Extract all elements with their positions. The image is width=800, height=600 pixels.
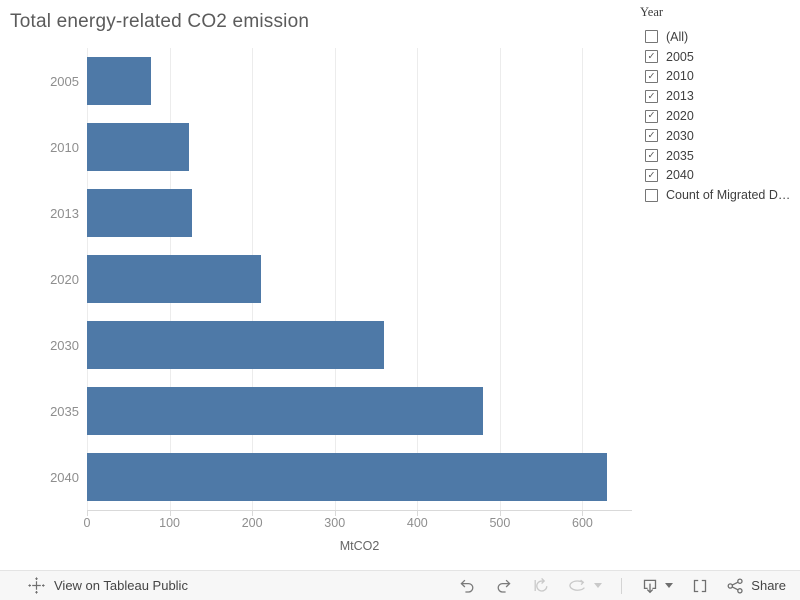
checkbox-2010[interactable]: ✓: [645, 69, 658, 83]
filter-label-2010[interactable]: 2010: [666, 69, 694, 84]
undo-icon: [458, 578, 476, 593]
y-axis-label-2035: 2035: [50, 403, 79, 419]
view-on-tableau-public-link[interactable]: View on Tableau Public: [28, 577, 188, 594]
filter-item-all[interactable]: (All): [640, 27, 796, 47]
x-tick-label-500: 500: [489, 516, 511, 530]
y-axis-label-2005: 2005: [50, 73, 79, 89]
undo-button[interactable]: [458, 575, 476, 597]
refresh-button[interactable]: [568, 575, 603, 597]
bar-2030[interactable]: [87, 321, 385, 369]
x-tick-label-0: 0: [83, 516, 91, 530]
filter-label-2035[interactable]: 2035: [666, 148, 694, 163]
redo-button[interactable]: [495, 575, 513, 597]
bar-2035[interactable]: [87, 387, 483, 435]
share-icon: [727, 577, 744, 594]
y-axis-label-2030: 2030: [50, 337, 79, 353]
filter-item-2020[interactable]: ✓ 2020: [640, 106, 796, 126]
toolbar-actions: Share: [439, 575, 786, 597]
toolbar-separator: [621, 577, 623, 594]
filter-label-2040[interactable]: 2040: [666, 168, 694, 183]
x-axis-title: MtCO2: [339, 539, 380, 553]
filter-item-count-of-migrated-da[interactable]: Count of Migrated Da...: [640, 185, 796, 205]
filter-item-2013[interactable]: ✓ 2013: [640, 86, 796, 106]
gridline-500: [499, 48, 501, 510]
filter-item-2030[interactable]: ✓ 2030: [640, 126, 796, 146]
replay-button[interactable]: [532, 575, 549, 597]
filter-label-2020[interactable]: 2020: [666, 109, 694, 124]
bar-2010[interactable]: [87, 123, 189, 171]
download-button[interactable]: [641, 575, 674, 597]
checkbox-2013[interactable]: ✓: [645, 89, 658, 103]
replay-icon: [532, 578, 549, 593]
refresh-caret-icon: [594, 583, 603, 588]
refresh-icon: [568, 579, 588, 592]
filter-label-all[interactable]: (All): [666, 29, 689, 44]
filter-item-2010[interactable]: ✓ 2010: [640, 67, 796, 87]
checkbox-all[interactable]: [645, 30, 658, 44]
bar-2020[interactable]: [87, 255, 262, 303]
x-tickmark-600: [582, 511, 584, 516]
x-tick-label-100: 100: [159, 516, 180, 530]
bar-2040[interactable]: [87, 453, 608, 501]
bar-2013[interactable]: [87, 189, 192, 237]
download-icon: [641, 577, 659, 594]
fullscreen-icon: [692, 578, 708, 594]
filter-label-2013[interactable]: 2013: [666, 89, 694, 104]
filter-label-2030[interactable]: 2030: [666, 128, 694, 143]
x-tick-label-200: 200: [241, 516, 263, 530]
x-tick-label-400: 400: [406, 516, 428, 530]
tableau-logo-icon: [28, 577, 45, 594]
checkbox-2005[interactable]: ✓: [645, 50, 658, 64]
y-axis-label-2013: 2013: [50, 205, 79, 221]
checkbox-count-of-migrated-da[interactable]: [645, 188, 658, 202]
view-on-tableau-public-label: View on Tableau Public: [54, 578, 188, 593]
download-caret-icon: [665, 583, 674, 588]
chart-title: Total energy-related CO2 emission: [10, 11, 310, 32]
redo-icon: [495, 578, 513, 593]
x-tickmark-200: [252, 511, 254, 516]
gridline-400: [417, 48, 419, 510]
gridline-300: [334, 48, 336, 510]
tableau-toolbar: View on Tableau Public: [0, 570, 800, 600]
x-tickmark-300: [334, 511, 336, 516]
filter-label-2005[interactable]: 2005: [666, 49, 694, 64]
bar-2005[interactable]: [87, 57, 151, 105]
y-axis-label-2020: 2020: [50, 271, 79, 287]
checkbox-2020[interactable]: ✓: [645, 109, 658, 123]
bar-chart-plot-area: 0 100 200 300 400 500 600 2005 2010 2013 2020 2030 2…: [50, 48, 632, 530]
x-tick-label-600: 600: [572, 516, 593, 530]
x-tick-label-300: 300: [324, 516, 346, 530]
filter-item-2040[interactable]: ✓ 2040: [640, 166, 796, 186]
filter-item-2005[interactable]: ✓ 2005: [640, 47, 796, 67]
checkbox-2030[interactable]: ✓: [645, 129, 658, 143]
x-tickmark-0: [87, 511, 88, 516]
y-axis-label-2040: 2040: [50, 469, 79, 485]
y-axis-label-2010: 2010: [50, 139, 79, 155]
share-button[interactable]: Share: [727, 577, 786, 594]
filter-item-list: (All) ✓ 2005 ✓ 2010 ✓ 2013 ✓ 2020 ✓ 2030 ✓ 2035 ✓ 2040…: [640, 27, 796, 205]
share-label: Share: [751, 578, 786, 593]
x-tickmark-100: [169, 511, 171, 516]
filter-label-count-of-migrated-da[interactable]: Count of Migrated Da...: [666, 188, 794, 203]
x-tickmark-400: [417, 511, 419, 516]
filter-item-2035[interactable]: ✓ 2035: [640, 146, 796, 166]
checkbox-2035[interactable]: ✓: [645, 149, 658, 163]
filter-title: Year: [640, 5, 664, 19]
x-tickmark-500: [499, 511, 501, 516]
gridline-600: [582, 48, 584, 510]
fullscreen-button[interactable]: [692, 575, 708, 597]
year-filter-panel: Year (All) ✓ 2005 ✓ 2010 ✓ 2013 ✓ 2020 ✓ 2030 ✓ 2035…: [640, 5, 796, 205]
checkbox-2040[interactable]: ✓: [645, 168, 658, 182]
